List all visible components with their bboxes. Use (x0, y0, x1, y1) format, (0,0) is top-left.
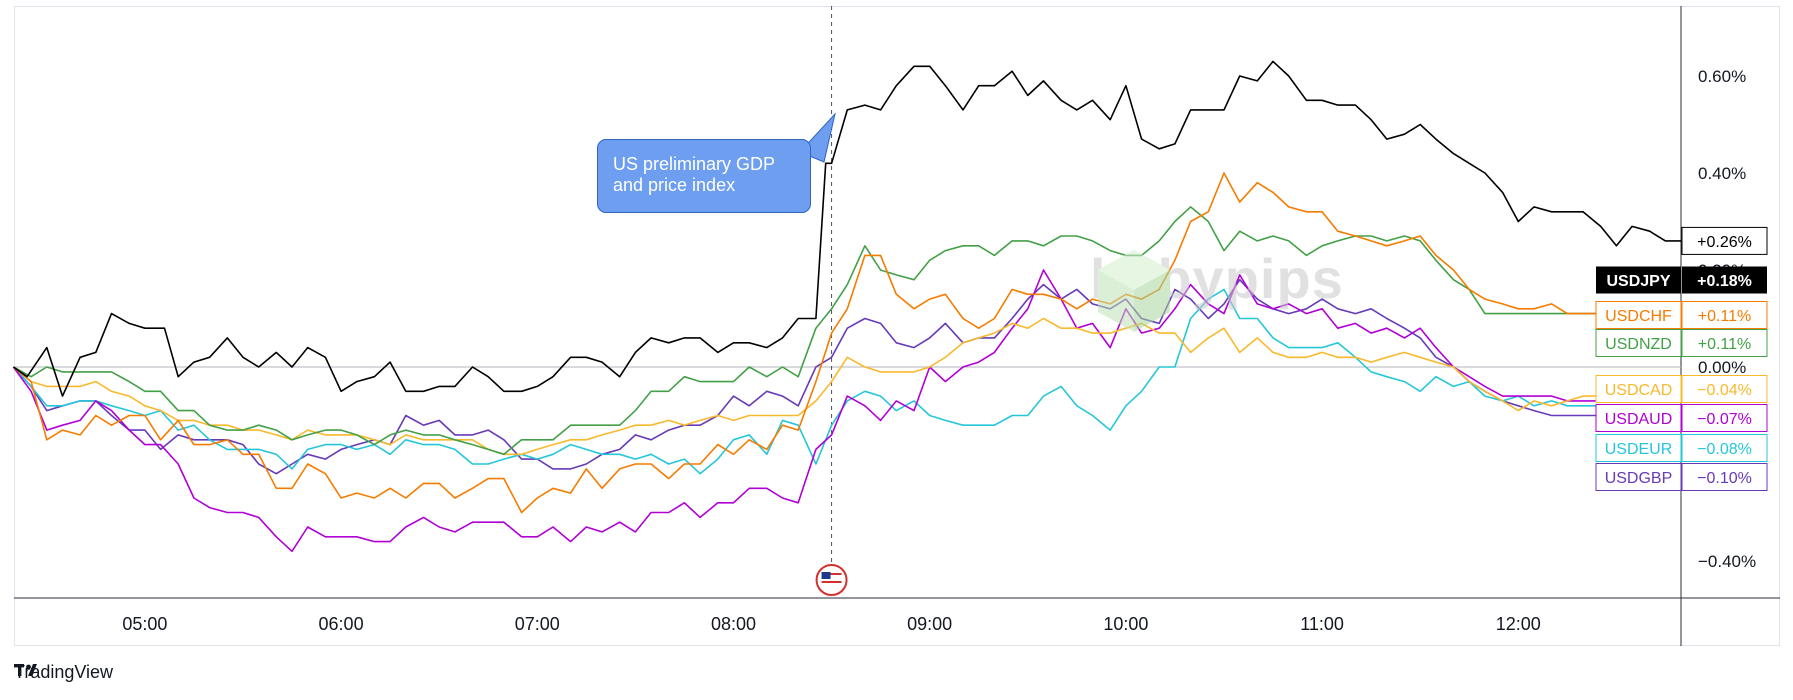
series-badge-value-bg (1681, 463, 1768, 491)
flag-canton (821, 572, 831, 579)
series-badge-value-bg (1681, 329, 1768, 357)
flag-stripe (821, 585, 842, 587)
y-tick-label: 0.60% (1698, 67, 1746, 86)
y-tick-label: −0.40% (1698, 552, 1756, 571)
series-line-usdchf[interactable] (12, 172, 1666, 514)
series-badge-value-bg (1682, 266, 1767, 294)
event-annotation-text: US preliminary GDP and price index (613, 154, 775, 195)
series-badge-name: USDCHF (1605, 308, 1672, 325)
series-badge-name-bg (1595, 329, 1682, 357)
x-tick-label: 08:00 (711, 614, 756, 634)
series-line-usdnzd[interactable] (13, 206, 1666, 456)
babypips-logo-icon (1098, 250, 1170, 332)
series-badge-value-bg (1681, 404, 1768, 432)
x-tick-label: 12:00 (1496, 614, 1541, 634)
series-badge-name: USDGBP (1605, 470, 1673, 487)
x-tick-label: 10:00 (1103, 614, 1148, 634)
series-line-usdcad[interactable] (12, 317, 1666, 456)
y-tick-label: 0.40% (1698, 164, 1746, 183)
series-line-usdgbp[interactable] (12, 278, 1666, 475)
x-tick-label: 05:00 (122, 614, 167, 634)
series-line-usdaud[interactable] (12, 269, 1666, 553)
series-badge-value: +0.18% (1697, 273, 1752, 290)
flag-stripe (821, 573, 842, 575)
series-badge-value-bg (1681, 226, 1768, 255)
series-badge-name: USDJPY (1606, 273, 1670, 290)
series-badge-name: USDCAD (1605, 382, 1673, 399)
tradingview-logo-icon (14, 664, 37, 676)
flag-stripe (821, 581, 842, 583)
series-badge-value-bg (1681, 301, 1768, 329)
series-badge-name-bg (1595, 404, 1682, 432)
series-badge-name-bg (1595, 375, 1682, 403)
event-annotation[interactable]: US preliminary GDP and price index (597, 139, 811, 213)
y-tick-label: 0.00% (1698, 358, 1746, 377)
series-line-usdjpy[interactable] (12, 60, 1682, 397)
series-badge-name-bg (1596, 266, 1681, 294)
x-tick-label: 11:00 (1300, 614, 1344, 634)
series-badge-name-bg (1595, 434, 1682, 462)
series-badge-value: −0.08% (1697, 441, 1752, 458)
series-badge-name: USDNZD (1605, 336, 1672, 353)
x-tick-label: 07:00 (515, 614, 560, 634)
series-badge-name-bg (1595, 301, 1682, 329)
series-badge-name-bg (1595, 463, 1682, 491)
series-badge-value: +0.11% (1698, 308, 1752, 325)
tradingview-label: TradingView (14, 662, 114, 682)
series-badge-value: +0.11% (1698, 336, 1752, 353)
series-badge-value: +0.26% (1697, 234, 1752, 251)
x-tick-label: 09:00 (907, 614, 952, 634)
series-badge-value: −0.10% (1697, 470, 1752, 487)
watermark: babypips (1090, 246, 1344, 332)
flag-stripe (821, 577, 842, 579)
series-badge-name: USDAUD (1605, 411, 1673, 428)
us-flag-icon[interactable] (815, 564, 848, 596)
chart-frame (14, 6, 1780, 646)
series-badge-value-bg (1681, 434, 1768, 462)
series-line-usdeur[interactable] (12, 288, 1666, 475)
x-tick-label: 06:00 (319, 614, 364, 634)
series-badge-value: −0.04% (1697, 382, 1752, 399)
series-badge-name: USDEUR (1605, 441, 1673, 458)
series-badge-value-bg (1681, 375, 1768, 403)
series-badge-value: −0.07% (1697, 411, 1752, 428)
tradingview-branding[interactable]: TradingView (14, 662, 113, 683)
